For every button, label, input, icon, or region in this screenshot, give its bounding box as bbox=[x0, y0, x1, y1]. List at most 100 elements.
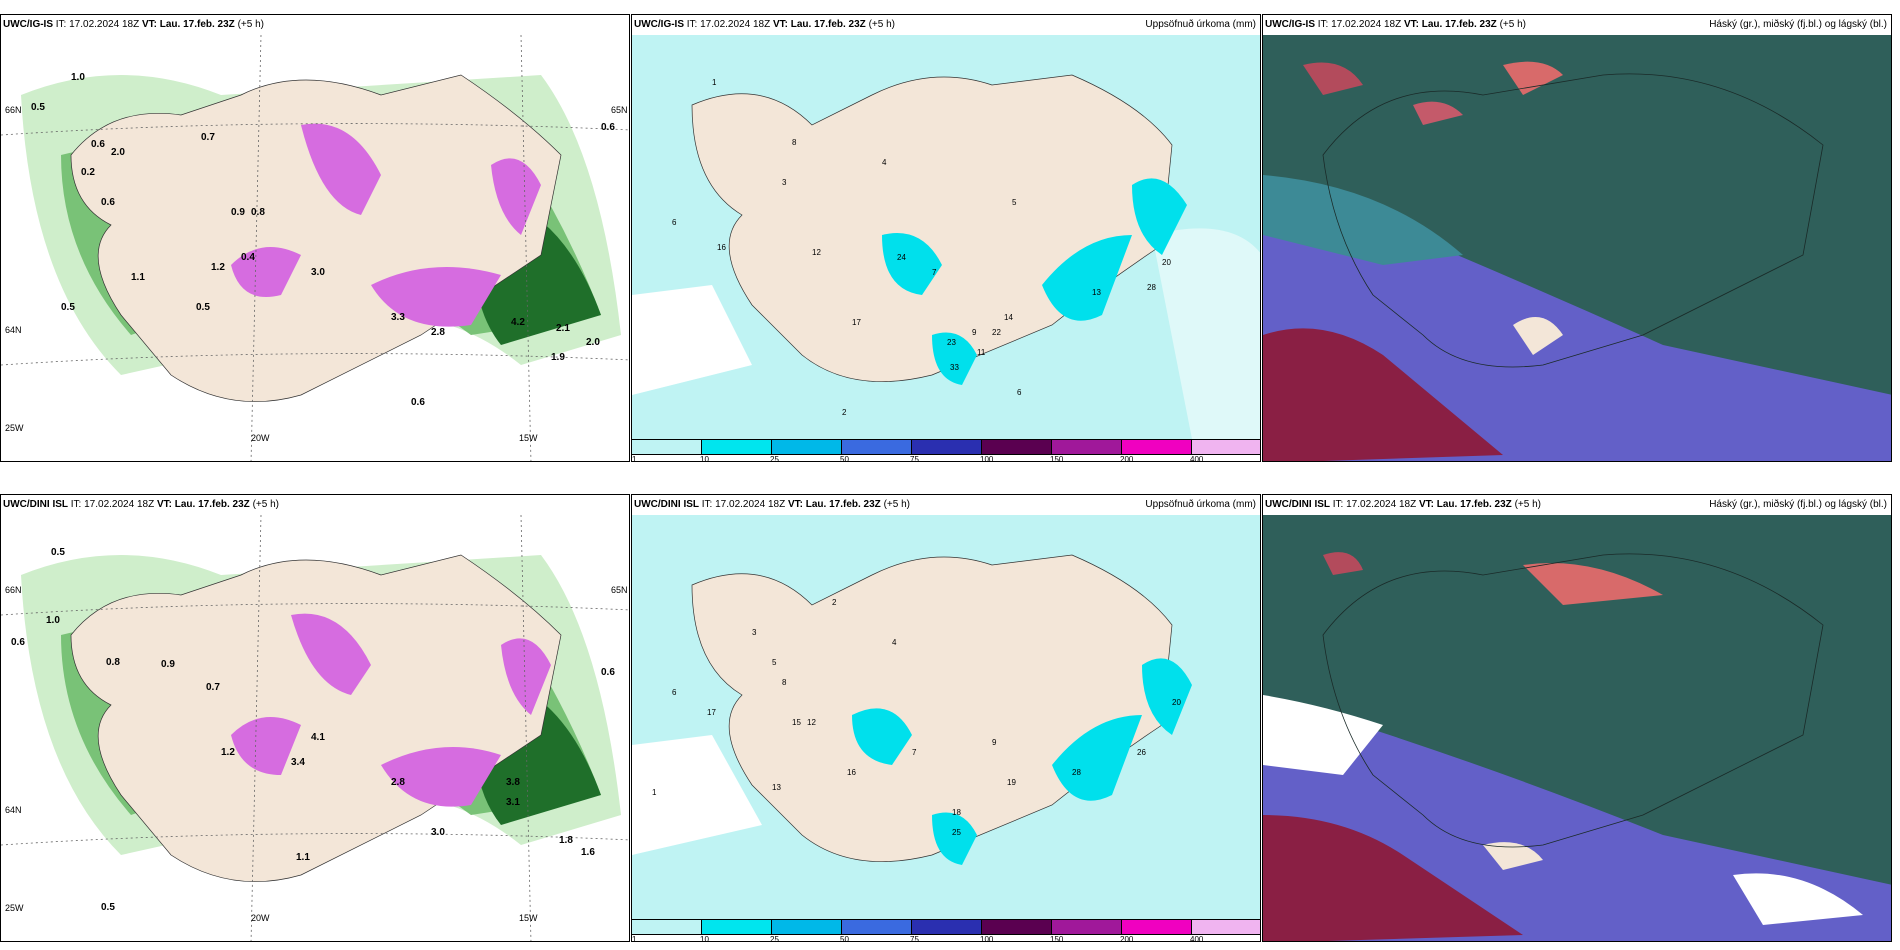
value-label: 17 bbox=[707, 708, 716, 717]
value-label: 6 bbox=[672, 218, 677, 227]
color-scale-swatches bbox=[632, 919, 1260, 935]
model-name: UWC/IG-IS bbox=[634, 19, 684, 30]
lead-time: (+5 h) bbox=[237, 19, 264, 30]
axis-lat-66: 66N bbox=[5, 105, 22, 115]
value-label: 9 bbox=[992, 738, 997, 747]
scale-swatch bbox=[632, 440, 702, 454]
axis-lat-64: 64N bbox=[5, 325, 22, 335]
value-label: 23 bbox=[947, 338, 956, 347]
vt-label: VT: bbox=[1418, 499, 1434, 510]
it-value: 17.02.2024 18Z bbox=[700, 19, 771, 30]
value-label: 2.0 bbox=[111, 147, 125, 158]
axis-lat-66: 66N bbox=[5, 585, 22, 595]
value-label: 0.5 bbox=[61, 302, 75, 313]
axis-lon-25: 25W bbox=[5, 423, 24, 433]
value-label: 0.8 bbox=[106, 657, 120, 668]
vt-label: VT: bbox=[141, 19, 157, 30]
map-precip-wind: 66N 64N 65N 20W 15W 25W 0.5 0.6 1.0 0.8 … bbox=[1, 515, 629, 941]
value-label: 17 bbox=[852, 318, 861, 327]
it-value: 17.02.2024 18Z bbox=[84, 499, 155, 510]
vt-label: VT: bbox=[1403, 19, 1419, 30]
value-label: 2.8 bbox=[431, 327, 445, 338]
it-value: 17.02.2024 18Z bbox=[69, 19, 140, 30]
value-label: 0.8 bbox=[251, 207, 265, 218]
lead-time: (+5 h) bbox=[252, 499, 279, 510]
map-accum-precip: 1 3 5 6 8 12 16 17 13 20 24 28 22 11 14 … bbox=[632, 35, 1260, 459]
axis-lon-20: 20W bbox=[251, 433, 270, 443]
scale-swatch bbox=[632, 920, 702, 934]
scale-swatch bbox=[702, 440, 772, 454]
vt-value: Lau. 17.feb. 23Z bbox=[174, 499, 250, 510]
value-label: 3 bbox=[782, 178, 787, 187]
value-label: 3.0 bbox=[311, 267, 325, 278]
value-label: 3 bbox=[752, 628, 757, 637]
it-label: IT: bbox=[686, 19, 698, 30]
value-label: 33 bbox=[950, 363, 959, 372]
map-clouds bbox=[1263, 35, 1891, 461]
model-name: UWC/DINI ISL bbox=[634, 499, 699, 510]
scale-swatch bbox=[702, 920, 772, 934]
axis-lat-65: 65N bbox=[611, 105, 628, 115]
value-label: 1 bbox=[712, 78, 717, 87]
model-name: UWC/IG-IS bbox=[3, 19, 53, 30]
value-label: 19 bbox=[1007, 778, 1016, 787]
value-label: 2 bbox=[832, 598, 837, 607]
value-label: 0.6 bbox=[91, 139, 105, 150]
panel-4-precip-wind-dini: UWC/DINI ISL IT: 17.02.2024 18Z VT: Lau.… bbox=[0, 494, 630, 942]
axis-lat-65: 65N bbox=[611, 585, 628, 595]
axis-lon-25: 25W bbox=[5, 903, 24, 913]
model-name: UWC/DINI ISL bbox=[3, 499, 68, 510]
scale-tick: 400 bbox=[1190, 935, 1204, 942]
value-label: 20 bbox=[1172, 698, 1181, 707]
scale-tick: 100 bbox=[980, 455, 994, 462]
value-label: 0.6 bbox=[411, 397, 425, 408]
value-label: 28 bbox=[1147, 283, 1156, 292]
value-label: 3.1 bbox=[506, 797, 520, 808]
value-label: 0.7 bbox=[201, 132, 215, 143]
value-label: 1.1 bbox=[296, 852, 310, 863]
scale-tick: 10 bbox=[700, 455, 709, 462]
panel-header: UWC/DINI ISL IT: 17.02.2024 18Z VT: Lau.… bbox=[3, 497, 625, 513]
scale-tick: 200 bbox=[1120, 455, 1134, 462]
axis-lat-64: 64N bbox=[5, 805, 22, 815]
axis-lon-15: 15W bbox=[519, 913, 538, 923]
value-label: 11 bbox=[977, 348, 986, 357]
lead-time: (+5 h) bbox=[883, 499, 910, 510]
scale-swatch bbox=[772, 920, 842, 934]
model-name: UWC/DINI ISL bbox=[1265, 499, 1330, 510]
scale-swatch bbox=[772, 440, 842, 454]
value-label: 22 bbox=[992, 328, 1001, 337]
color-scale-ticks: 1 10 25 50 75 100 150 200 400 bbox=[632, 455, 1260, 462]
value-label: 1.2 bbox=[221, 747, 235, 758]
scale-swatch bbox=[1192, 920, 1260, 934]
scale-swatch bbox=[1122, 440, 1192, 454]
value-label: 26 bbox=[1137, 748, 1146, 757]
scale-tick: 1 bbox=[632, 935, 637, 942]
panel-header: UWC/DINI ISL IT: 17.02.2024 18Z VT: Lau.… bbox=[1265, 497, 1887, 513]
panel-header: UWC/IG-IS IT: 17.02.2024 18Z VT: Lau. 17… bbox=[3, 17, 625, 33]
value-label: 7 bbox=[912, 748, 917, 757]
it-label: IT: bbox=[1332, 499, 1344, 510]
panel-2-accum-precip-ig: UWC/IG-IS IT: 17.02.2024 18Z VT: Lau. 17… bbox=[631, 14, 1261, 462]
scale-swatch bbox=[982, 440, 1052, 454]
it-label: IT: bbox=[70, 499, 82, 510]
value-label: 0.6 bbox=[101, 197, 115, 208]
panel-3-clouds-ig: UWC/IG-IS IT: 17.02.2024 18Z VT: Lau. 17… bbox=[1262, 14, 1892, 462]
value-label: 0.9 bbox=[161, 659, 175, 670]
vt-value: Lau. 17.feb. 23Z bbox=[790, 19, 866, 30]
value-label: 1.1 bbox=[131, 272, 145, 283]
value-label: 0.6 bbox=[11, 637, 25, 648]
scale-swatch bbox=[842, 440, 912, 454]
value-label: 28 bbox=[1072, 768, 1081, 777]
scale-swatch bbox=[842, 920, 912, 934]
value-label: 15 bbox=[792, 718, 801, 727]
axis-lon-20: 20W bbox=[251, 913, 270, 923]
it-label: IT: bbox=[701, 499, 713, 510]
value-label: 14 bbox=[1004, 313, 1013, 322]
value-label: 12 bbox=[812, 248, 821, 257]
vt-value: Lau. 17.feb. 23Z bbox=[1421, 19, 1497, 30]
scale-tick: 100 bbox=[980, 935, 994, 942]
scale-swatch bbox=[1052, 920, 1122, 934]
value-label: 6 bbox=[1017, 388, 1022, 397]
value-label: 0.2 bbox=[81, 167, 95, 178]
